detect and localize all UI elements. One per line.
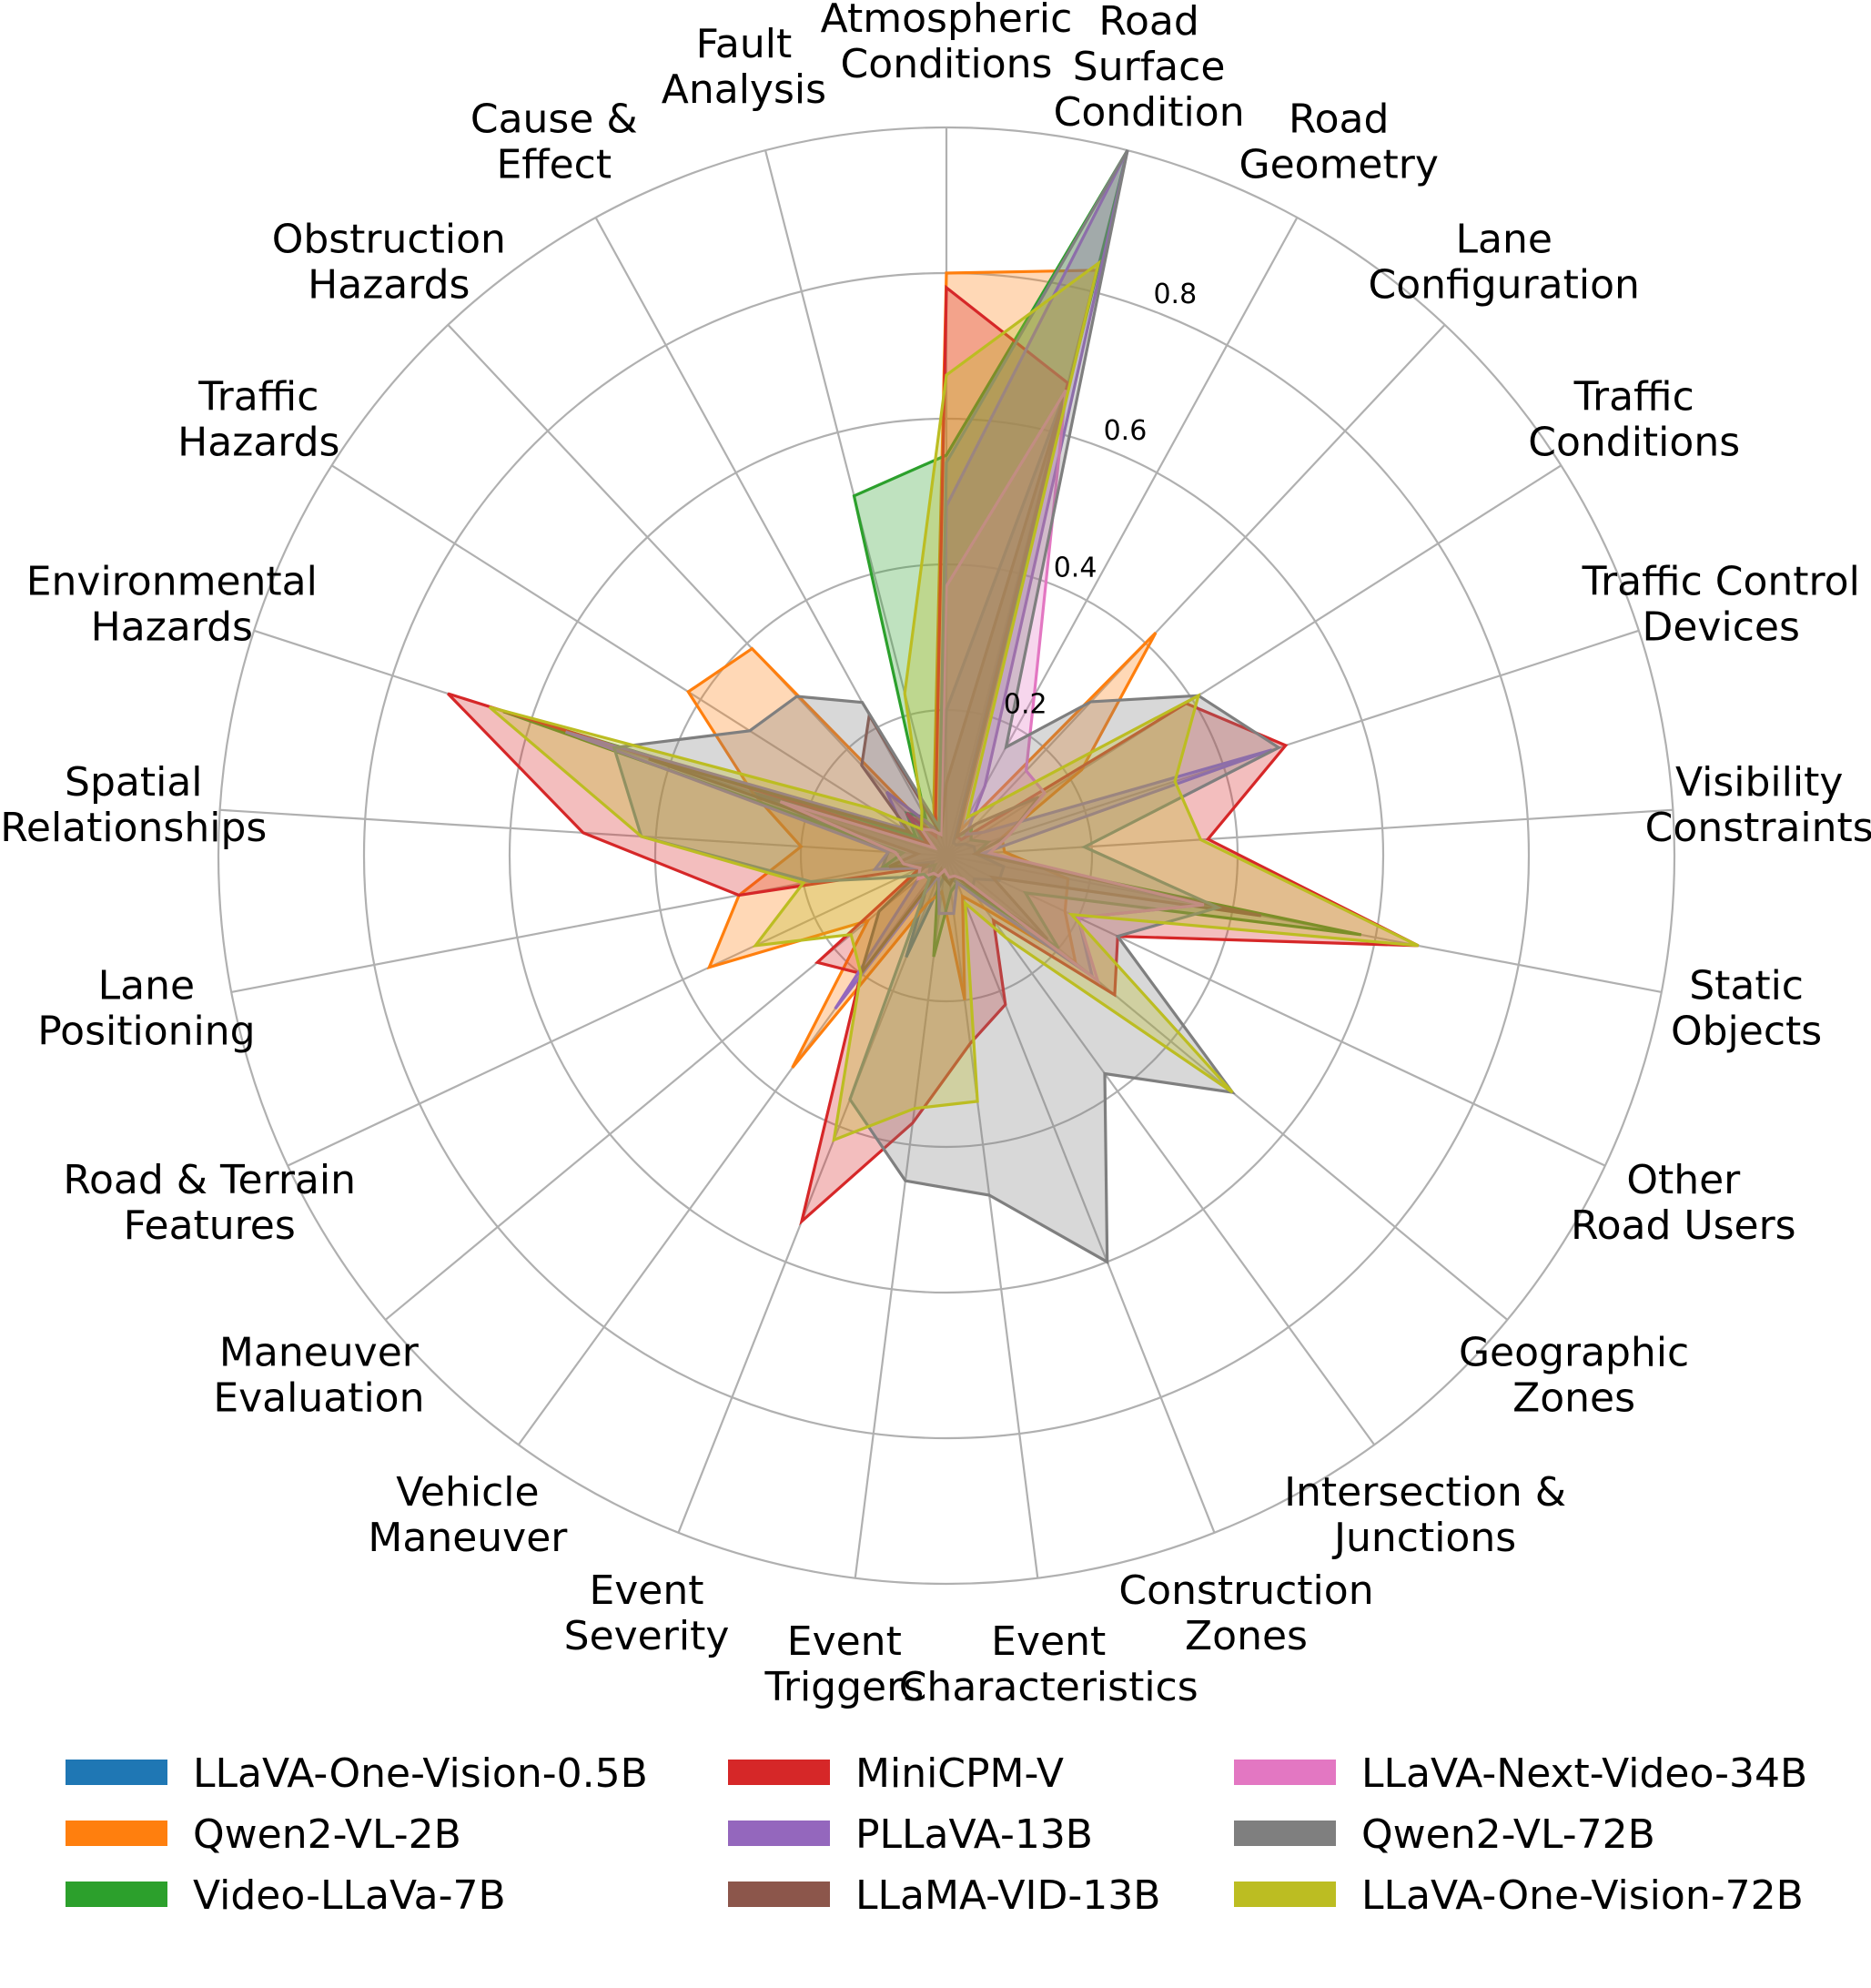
legend-swatch [728,1882,830,1907]
spoke-road-and-terrain-features [287,855,947,1167]
legend-swatch [1234,1760,1336,1785]
category-label-intersection-and-junctions: Intersection & Junctions [1284,1469,1566,1561]
category-label-traffic-hazards: Traffic Hazards [177,373,339,465]
category-label-vehicle-maneuver: Vehicle Maneuver [368,1469,568,1561]
category-label-traffic-control-devices: Traffic Control Devices [1582,558,1860,650]
category-label-spatial-relationships: Spatial Relationships [0,759,267,851]
legend-label: LLaMA-VID-13B [855,1872,1160,1919]
radial-tick-labels: 0.2 0.4 0.6 0.8 [1004,279,1197,721]
spoke-traffic-control-devices [946,629,1640,857]
category-label-road-geometry: Road Geometry [1239,96,1438,188]
legend-label: LLaVA-One-Vision-0.5B [193,1750,648,1797]
legend-entry-qwen2-vl-2b: Qwen2-VL-2B [66,1811,461,1858]
category-label-atmospheric-conditions: Atmospheric Conditions [821,0,1073,87]
legend-entry-llava-one-vision-72b: LLaVA-One-Vision-72B [1234,1872,1804,1919]
spoke-other-road-users [946,855,1606,1167]
legend-swatch [66,1760,167,1785]
legend-swatch [728,1821,830,1846]
legend-entry-pllava-13b: PLLaVA-13B [728,1811,1093,1858]
series-pllava-13b [564,149,1273,1010]
radial-tick-label: 0.4 [1054,552,1097,583]
legend-entry-qwen2-vl-72b: Qwen2-VL-72B [1234,1811,1655,1858]
radial-tick-label: 0.2 [1004,689,1047,721]
legend: LLaVA-One-Vision-0.5B Qwen2-VL-2B Video-LL… [66,1750,1807,1919]
category-label-cause-and-effect: Cause & Effect [470,96,638,188]
spoke-lane-positioning [230,854,947,993]
series-llava-next-video-34b [779,389,1205,985]
category-label-visibility-constraints: Visibility Constraints [1645,759,1871,851]
spoke-intersection-and-junctions [946,855,1376,1445]
legend-label: PLLaVA-13B [855,1811,1093,1858]
legend-label: Qwen2-VL-72B [1361,1811,1655,1858]
spoke-cause-and-effect [594,217,947,857]
legend-swatch [66,1821,167,1846]
spoke-traffic-hazards [330,464,947,857]
spoke-lane-configuration [946,324,1446,857]
category-label-other-road-users: Other Road Users [1571,1157,1796,1249]
category-label-environmental-hazards: Environmental Hazards [26,558,318,650]
spoke-event-severity [677,855,948,1534]
legend-swatch [1234,1821,1336,1846]
legend-entry-llava-one-vision-0-5b: LLaVA-One-Vision-0.5B [66,1750,648,1797]
radial-tick-label: 0.6 [1104,415,1148,447]
series-llama-vid-13b [648,396,1262,975]
legend-label: LLaVA-One-Vision-72B [1361,1872,1804,1919]
category-label-obstruction-hazards: Obstruction Hazards [272,217,506,309]
category-label-static-objects: Static Objects [1671,963,1822,1055]
category-label-road-surface-condition: Road Surface Condition [1054,0,1245,136]
category-label-geographic-zones: Geographic Zones [1459,1330,1689,1422]
legend-entry-minicpm-v: MiniCPM-V [728,1750,1064,1797]
series-layer [447,149,1420,1265]
category-label-fault-analysis: Fault Analysis [662,21,826,113]
legend-label: Video-LLaVa-7B [193,1872,506,1919]
legend-entry-llama-vid-13b: LLaMA-VID-13B [728,1872,1160,1919]
category-label-lane-configuration: Lane Configuration [1368,217,1639,309]
category-label-maneuver-evaluation: Maneuver Evaluation [213,1330,424,1422]
radial-tick-label: 0.8 [1153,279,1197,310]
spoke-traffic-conditions [946,464,1563,857]
category-label-event-severity: Event Severity [564,1567,730,1659]
category-label-traffic-conditions: Traffic Conditions [1528,373,1740,465]
legend-entry-llava-next-video-34b: LLaVA-Next-Video-34B [1234,1750,1807,1797]
legend-label: Qwen2-VL-2B [193,1811,461,1858]
spoke-maneuver-evaluation [384,855,947,1321]
legend-swatch [728,1760,830,1785]
legend-entry-video-llava-7b: Video-LLaVa-7B [66,1872,506,1919]
spoke-event-triggers [854,855,948,1578]
legend-label: LLaVA-Next-Video-34B [1361,1750,1807,1797]
category-label-lane-positioning: Lane Positioning [37,963,255,1055]
category-label-event-characteristics: Event Characteristics [899,1618,1198,1710]
series-qwen2-vl-72b [612,149,1282,1265]
category-label-construction-zones: Construction Zones [1118,1567,1373,1659]
series-llava-one-vision-72b [488,259,1420,1142]
spoke-construction-zones [945,855,1216,1534]
legend-swatch [1234,1882,1336,1907]
spoke-visibility-constraints [946,808,1674,857]
category-label-event-triggers: Event Triggers [764,1618,924,1710]
category-label-road-and-terrain-features: Road & Terrain Features [63,1157,356,1249]
legend-swatch [66,1882,167,1907]
spoke-event-characteristics [945,855,1039,1578]
legend-label: MiniCPM-V [855,1750,1064,1797]
